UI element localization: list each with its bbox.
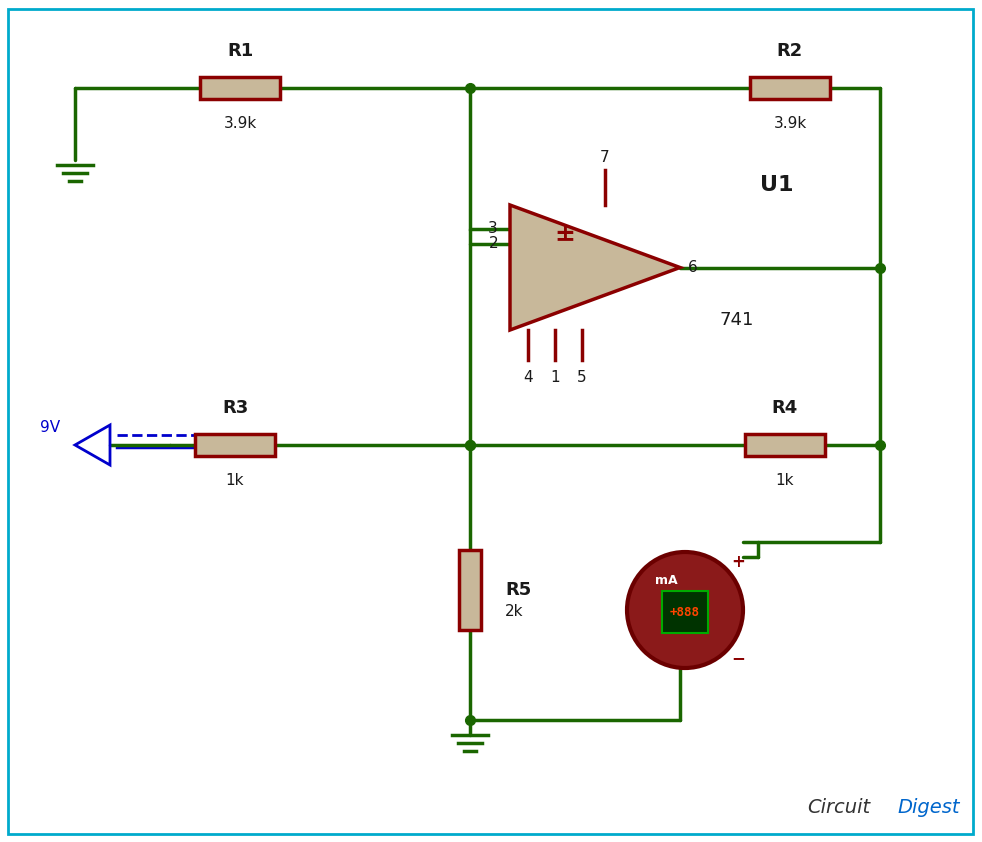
- Text: 1: 1: [550, 370, 560, 385]
- Text: R4: R4: [772, 399, 798, 417]
- Text: 3.9k: 3.9k: [774, 116, 806, 131]
- Circle shape: [627, 552, 743, 668]
- Text: −: −: [555, 227, 575, 252]
- Text: 3: 3: [488, 221, 498, 237]
- Text: 741: 741: [720, 311, 754, 329]
- Text: R5: R5: [505, 581, 531, 599]
- Text: 1k: 1k: [776, 473, 794, 488]
- Text: 6: 6: [688, 260, 698, 275]
- FancyBboxPatch shape: [459, 550, 481, 630]
- Text: U1: U1: [760, 175, 793, 195]
- Text: R3: R3: [222, 399, 248, 417]
- Text: 7: 7: [600, 150, 610, 165]
- Text: R2: R2: [777, 42, 803, 60]
- Text: mA: mA: [655, 573, 678, 587]
- FancyBboxPatch shape: [195, 434, 275, 456]
- Text: 4: 4: [523, 370, 533, 385]
- Text: 2k: 2k: [505, 605, 523, 620]
- Text: Circuit: Circuit: [807, 798, 870, 817]
- Text: 3.9k: 3.9k: [223, 116, 256, 131]
- FancyBboxPatch shape: [750, 77, 830, 99]
- FancyBboxPatch shape: [662, 591, 708, 633]
- Text: Digest: Digest: [898, 798, 960, 817]
- Text: +: +: [555, 221, 575, 245]
- Text: +: +: [731, 553, 745, 571]
- FancyBboxPatch shape: [200, 77, 280, 99]
- Text: 2: 2: [488, 237, 498, 251]
- Text: +888: +888: [670, 605, 700, 619]
- Polygon shape: [510, 205, 680, 330]
- FancyBboxPatch shape: [8, 9, 973, 834]
- FancyBboxPatch shape: [745, 434, 825, 456]
- Text: 5: 5: [577, 370, 587, 385]
- Text: −: −: [731, 649, 745, 667]
- Text: 1k: 1k: [226, 473, 245, 488]
- Text: R1: R1: [227, 42, 253, 60]
- Text: 9V: 9V: [40, 419, 60, 434]
